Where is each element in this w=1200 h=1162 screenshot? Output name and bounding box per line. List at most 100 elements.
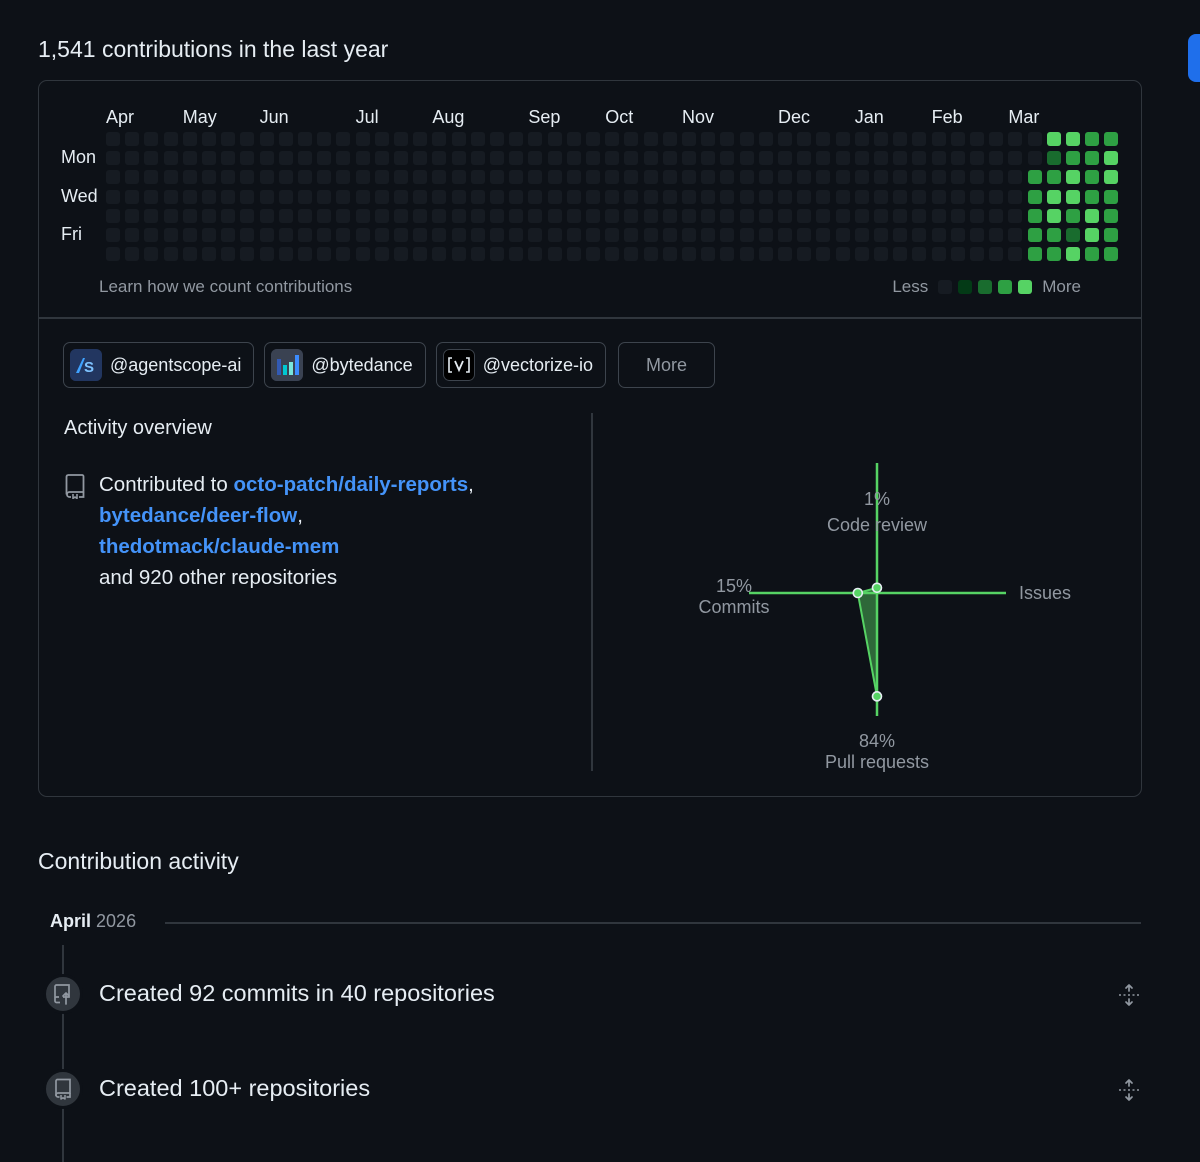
contribution-day-cell[interactable] — [643, 208, 658, 223]
contribution-day-cell[interactable] — [470, 247, 485, 262]
contribution-day-cell[interactable] — [893, 151, 908, 166]
contribution-day-cell[interactable] — [662, 189, 677, 204]
contribution-day-cell[interactable] — [816, 132, 831, 146]
contribution-day-cell[interactable] — [259, 189, 274, 204]
contribution-day-cell[interactable] — [163, 189, 178, 204]
contribution-day-cell[interactable] — [566, 247, 581, 262]
contribution-day-cell[interactable] — [355, 170, 370, 185]
contribution-day-cell[interactable] — [1066, 189, 1080, 204]
contribution-day-cell[interactable] — [374, 228, 389, 242]
contribution-day-cell[interactable] — [989, 247, 1004, 262]
contribution-day-cell[interactable] — [240, 189, 255, 204]
contribution-day-cell[interactable] — [144, 132, 159, 146]
contribution-day-cell[interactable] — [701, 151, 716, 166]
contribution-day-cell[interactable] — [1046, 132, 1061, 146]
contribution-day-cell[interactable] — [586, 170, 600, 185]
org-button-bytedance[interactable]: @bytedance — [264, 342, 426, 388]
contribution-day-cell[interactable] — [624, 170, 639, 185]
contribution-day-cell[interactable] — [413, 170, 428, 185]
contribution-day-cell[interactable] — [662, 151, 677, 166]
contribution-day-cell[interactable] — [739, 247, 754, 262]
contribution-day-cell[interactable] — [1104, 132, 1119, 146]
contribution-day-cell[interactable] — [394, 132, 408, 146]
contribution-day-cell[interactable] — [336, 228, 351, 242]
contribution-day-cell[interactable] — [221, 151, 236, 166]
contribution-day-cell[interactable] — [682, 170, 696, 185]
contribution-day-cell[interactable] — [1066, 170, 1080, 185]
contribution-day-cell[interactable] — [912, 151, 927, 166]
contribution-day-cell[interactable] — [298, 170, 312, 185]
contribution-day-cell[interactable] — [854, 228, 869, 242]
contribution-day-cell[interactable] — [720, 132, 735, 146]
contribution-day-cell[interactable] — [931, 170, 946, 185]
contribution-day-cell[interactable] — [912, 132, 927, 146]
contribution-day-cell[interactable] — [547, 151, 562, 166]
contribution-day-cell[interactable] — [413, 189, 428, 204]
contribution-day-cell[interactable] — [144, 208, 159, 223]
contribution-day-cell[interactable] — [125, 170, 140, 185]
contribution-day-cell[interactable] — [893, 208, 908, 223]
contribution-day-cell[interactable] — [182, 132, 197, 146]
contribution-day-cell[interactable] — [816, 189, 831, 204]
contribution-day-cell[interactable] — [797, 170, 812, 185]
contribution-day-cell[interactable] — [1046, 170, 1061, 185]
contribution-day-cell[interactable] — [240, 132, 255, 146]
contribution-day-cell[interactable] — [470, 132, 485, 146]
contribution-day-cell[interactable] — [221, 189, 236, 204]
contribution-day-cell[interactable] — [470, 189, 485, 204]
contribution-day-cell[interactable] — [624, 208, 639, 223]
contribution-day-cell[interactable] — [1066, 151, 1080, 166]
contribution-day-cell[interactable] — [490, 208, 504, 223]
contribution-day-cell[interactable] — [163, 151, 178, 166]
contribution-day-cell[interactable] — [221, 228, 236, 242]
contribution-day-cell[interactable] — [528, 228, 543, 242]
contribution-day-cell[interactable] — [202, 151, 216, 166]
contribution-day-cell[interactable] — [182, 170, 197, 185]
contribution-day-cell[interactable] — [989, 132, 1004, 146]
contribution-day-cell[interactable] — [336, 247, 351, 262]
contribution-day-cell[interactable] — [144, 170, 159, 185]
contribution-day-cell[interactable] — [163, 228, 178, 242]
contribution-day-cell[interactable] — [1104, 170, 1119, 185]
contribution-day-cell[interactable] — [643, 189, 658, 204]
contribution-day-cell[interactable] — [432, 208, 447, 223]
contribution-day-cell[interactable] — [586, 151, 600, 166]
contribution-day-cell[interactable] — [797, 228, 812, 242]
contribution-day-cell[interactable] — [355, 228, 370, 242]
org-button-agentscope[interactable]: S @agentscope-ai — [63, 342, 255, 388]
contribution-day-cell[interactable] — [528, 170, 543, 185]
contribution-day-cell[interactable] — [298, 151, 312, 166]
contribution-day-cell[interactable] — [1046, 151, 1061, 166]
contribution-day-cell[interactable] — [950, 189, 965, 204]
contribution-day-cell[interactable] — [720, 170, 735, 185]
contribution-day-cell[interactable] — [182, 151, 197, 166]
contribution-day-cell[interactable] — [163, 170, 178, 185]
contribution-day-cell[interactable] — [893, 228, 908, 242]
contribution-day-cell[interactable] — [970, 208, 984, 223]
contribution-day-cell[interactable] — [854, 170, 869, 185]
contribution-day-cell[interactable] — [1008, 151, 1023, 166]
contribution-day-cell[interactable] — [643, 228, 658, 242]
contribution-day-cell[interactable] — [413, 228, 428, 242]
repo-link[interactable]: thedotmack/claude-mem — [99, 535, 340, 558]
contribution-day-cell[interactable] — [682, 189, 696, 204]
contribution-day-cell[interactable] — [317, 132, 332, 146]
contribution-day-cell[interactable] — [931, 247, 946, 262]
contribution-day-cell[interactable] — [893, 132, 908, 146]
contribution-day-cell[interactable] — [739, 170, 754, 185]
contribution-day-cell[interactable] — [662, 247, 677, 262]
contribution-day-cell[interactable] — [278, 151, 293, 166]
contribution-day-cell[interactable] — [413, 132, 428, 146]
contribution-day-cell[interactable] — [970, 132, 984, 146]
contribution-day-cell[interactable] — [778, 170, 792, 185]
contribution-day-cell[interactable] — [125, 132, 140, 146]
contribution-day-cell[interactable] — [970, 189, 984, 204]
contribution-day-cell[interactable] — [125, 151, 140, 166]
contribution-day-cell[interactable] — [835, 247, 850, 262]
contribution-day-cell[interactable] — [643, 170, 658, 185]
contribution-day-cell[interactable] — [547, 170, 562, 185]
contribution-day-cell[interactable] — [144, 228, 159, 242]
contribution-day-cell[interactable] — [912, 247, 927, 262]
contribution-day-cell[interactable] — [758, 189, 773, 204]
contribution-day-cell[interactable] — [797, 151, 812, 166]
